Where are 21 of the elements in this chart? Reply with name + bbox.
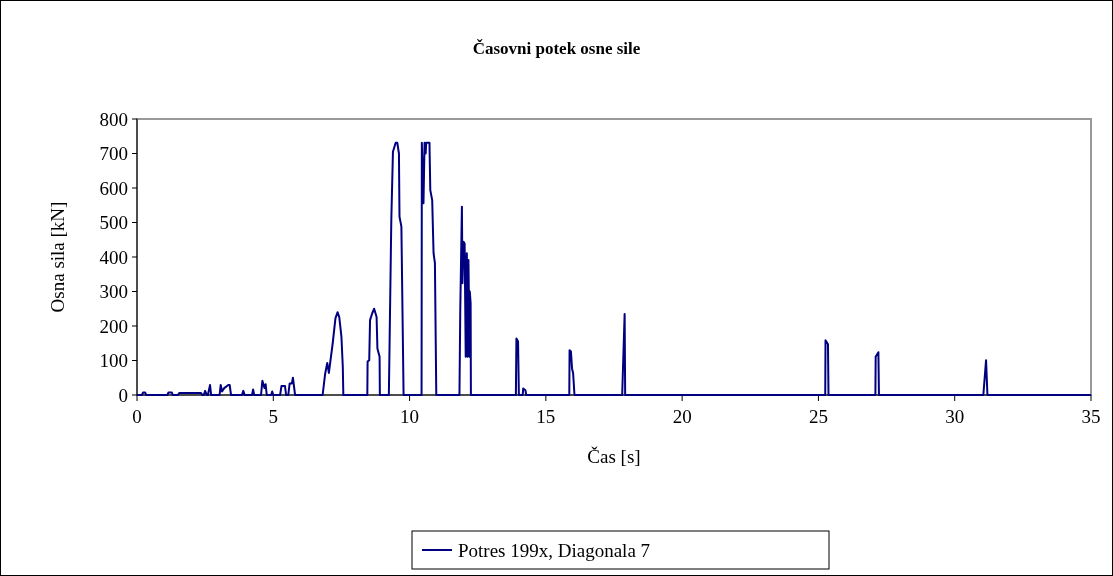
y-tick-label: 300	[99, 281, 128, 303]
x-tick-label: 30	[945, 406, 965, 427]
y-tick-label: 200	[99, 315, 128, 337]
x-tick-label: 5	[268, 406, 279, 427]
x-tick-label: 0	[132, 406, 142, 427]
y-tick-label: 400	[99, 246, 128, 268]
x-tick-label: 10	[400, 406, 420, 427]
y-tick-label: 500	[99, 212, 128, 234]
y-tick-label: 100	[99, 350, 128, 372]
y-tick-label: 800	[99, 108, 128, 130]
y-axis-title: Osna sila [kN]	[47, 201, 68, 313]
y-tick-label: 600	[99, 177, 128, 199]
y-tick-label: 700	[99, 143, 128, 165]
x-tick-label: 35	[1081, 406, 1101, 427]
legend-label: Potres 199x, Diagonala 7	[458, 539, 651, 561]
x-tick-label: 15	[536, 406, 556, 427]
x-tick-label: 25	[808, 406, 828, 427]
x-tick-label: 20	[672, 406, 692, 427]
y-tick-label: 0	[118, 384, 128, 406]
chart-title: Časovni potek osne sile	[472, 39, 641, 58]
x-axis-title: Čas [s]	[587, 446, 641, 467]
